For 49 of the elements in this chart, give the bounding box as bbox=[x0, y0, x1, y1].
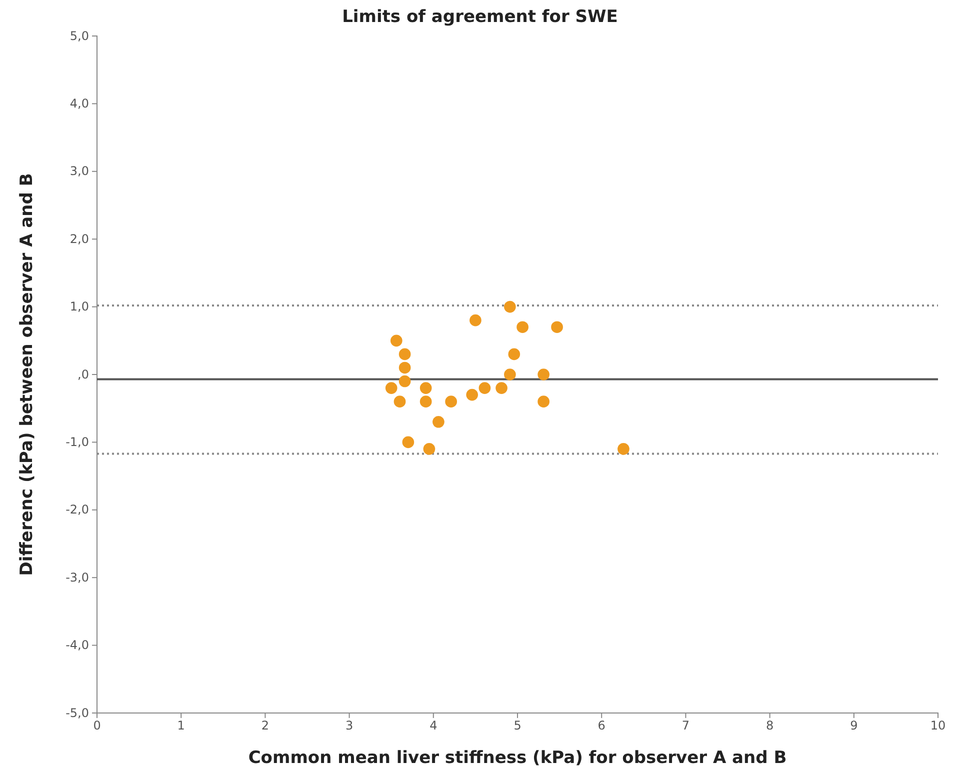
y-tick-label: -4,0 bbox=[66, 638, 89, 652]
y-tick-label: 4,0 bbox=[70, 96, 89, 111]
point bbox=[385, 382, 398, 394]
point bbox=[423, 443, 436, 455]
point bbox=[420, 382, 432, 394]
chart-title: Limits of agreement for SWE bbox=[342, 7, 618, 27]
x-tick-label: 8 bbox=[766, 718, 774, 733]
y-tick-label: 1,0 bbox=[70, 300, 89, 314]
point bbox=[478, 382, 491, 394]
y-tick-label: 3,0 bbox=[70, 164, 89, 178]
point bbox=[470, 314, 482, 326]
point bbox=[398, 348, 411, 360]
point bbox=[551, 321, 563, 334]
point bbox=[402, 436, 414, 448]
point bbox=[420, 396, 432, 408]
point bbox=[390, 334, 402, 347]
point bbox=[508, 348, 520, 360]
y-tick-label: 5,0 bbox=[70, 28, 89, 43]
x-tick-label: 7 bbox=[682, 718, 690, 733]
y-tick-label: 2,0 bbox=[70, 232, 89, 246]
y-tick-label: -2,0 bbox=[66, 502, 89, 517]
point bbox=[432, 416, 444, 428]
y-tick-label: ,0 bbox=[78, 367, 89, 382]
x-axis-title: Common mean liver stiffness (kPa) for observer A and B bbox=[248, 748, 787, 768]
x-tick-label: 3 bbox=[345, 718, 354, 733]
x-tick-label: 4 bbox=[430, 718, 438, 733]
x-tick-label: 10 bbox=[930, 718, 946, 733]
x-tick-label: 2 bbox=[261, 718, 270, 733]
y-axis-title: Differenc (kPa) between observer A and B bbox=[17, 173, 37, 576]
x-tick-label: 1 bbox=[177, 718, 185, 733]
point bbox=[504, 368, 516, 380]
point bbox=[504, 300, 516, 313]
point bbox=[398, 375, 411, 388]
x-tick-label: 6 bbox=[598, 718, 606, 733]
point bbox=[398, 362, 411, 374]
point bbox=[516, 321, 528, 334]
point bbox=[466, 388, 478, 401]
x-tick-label: 0 bbox=[93, 718, 101, 733]
point bbox=[445, 396, 457, 408]
point bbox=[618, 443, 630, 455]
y-tick-label: -3,0 bbox=[66, 570, 89, 584]
y-tick-label: -5,0 bbox=[66, 706, 89, 720]
point bbox=[394, 396, 406, 408]
point bbox=[538, 368, 550, 380]
point bbox=[538, 396, 550, 408]
y-tick-label: -1,0 bbox=[66, 435, 89, 450]
x-tick-label: 5 bbox=[514, 718, 522, 733]
point bbox=[496, 382, 508, 394]
x-tick-label: 9 bbox=[850, 718, 858, 733]
